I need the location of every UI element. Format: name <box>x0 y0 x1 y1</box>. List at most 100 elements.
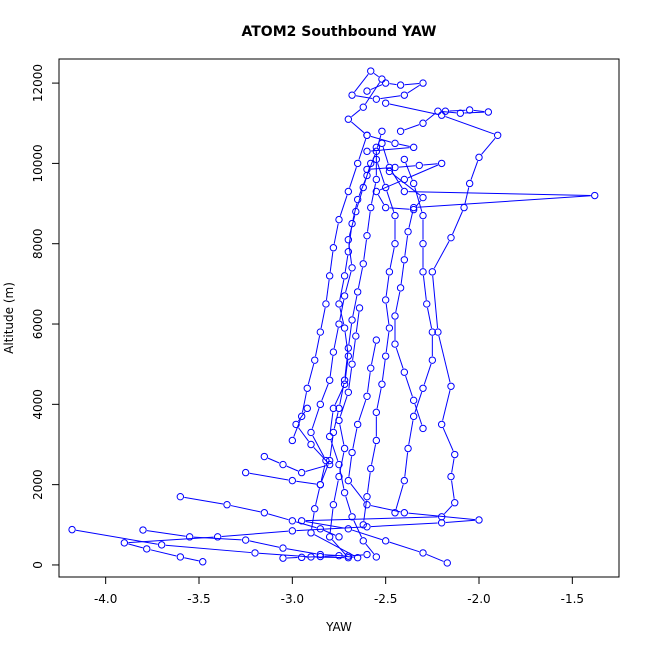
series-line <box>363 167 371 184</box>
series-line <box>339 452 345 473</box>
series-line <box>356 191 363 208</box>
data-point <box>353 420 362 429</box>
series-line <box>414 187 423 212</box>
data-point <box>340 488 349 497</box>
data-point <box>385 324 394 332</box>
data-point <box>381 537 390 545</box>
series-line <box>377 194 385 205</box>
series-line <box>320 307 326 329</box>
series-line <box>329 436 334 457</box>
data-point <box>465 179 474 188</box>
data-point <box>391 240 399 248</box>
series-line <box>307 363 315 385</box>
series-line <box>331 539 347 556</box>
series-line <box>405 375 413 397</box>
series-line <box>348 215 356 236</box>
data-point <box>340 444 349 453</box>
data-point <box>409 396 418 405</box>
data-point <box>372 336 381 344</box>
data-point <box>475 153 483 162</box>
data-point <box>363 87 371 95</box>
series-line <box>305 516 438 522</box>
data-point <box>68 525 76 534</box>
series-line <box>296 521 317 529</box>
series-line <box>363 239 367 260</box>
data-point <box>419 240 427 248</box>
data-point <box>372 436 381 445</box>
series-line <box>358 138 367 160</box>
data-point <box>344 476 353 485</box>
series-line <box>357 267 363 289</box>
series-line <box>423 363 432 385</box>
series-line <box>373 72 379 78</box>
data-point <box>344 235 353 244</box>
series-line <box>351 121 365 134</box>
series-line <box>464 187 470 204</box>
series-line <box>184 496 224 505</box>
data-point <box>288 517 297 525</box>
x-axis-label: YAW <box>325 620 352 634</box>
data-point <box>391 139 399 148</box>
series-line <box>329 251 334 272</box>
data-point <box>359 183 367 192</box>
data-point <box>322 456 330 465</box>
data-point <box>348 360 356 368</box>
data-point <box>447 233 455 242</box>
series-line <box>449 109 466 112</box>
series-line <box>305 520 345 529</box>
data-point <box>378 380 386 388</box>
series-line <box>352 339 356 361</box>
data-point <box>396 284 405 292</box>
series-line <box>408 420 414 445</box>
data-point <box>344 388 353 396</box>
data-point <box>223 501 231 509</box>
series-line <box>381 360 386 381</box>
data-point <box>475 516 483 524</box>
data-point <box>344 352 353 360</box>
series-line <box>367 472 371 493</box>
data-point <box>316 328 325 336</box>
data-point <box>434 107 442 115</box>
data-point <box>363 550 371 559</box>
data-point <box>353 288 362 296</box>
data-point <box>325 376 334 384</box>
data-point <box>303 404 311 413</box>
data-point <box>307 428 315 437</box>
data-point <box>451 499 459 507</box>
series-line <box>333 412 339 429</box>
data-point <box>409 412 418 421</box>
data-point <box>372 408 381 417</box>
series-line <box>339 279 345 301</box>
y-tick-label: 4000 <box>31 389 45 420</box>
data-point <box>329 404 338 413</box>
data-point <box>329 244 338 252</box>
data-point <box>363 231 371 240</box>
data-point <box>311 356 319 364</box>
data-point <box>378 139 386 148</box>
series-line <box>389 541 420 553</box>
y-tick-label: 12000 <box>31 64 45 102</box>
series-line <box>392 173 421 196</box>
data-point <box>378 75 386 83</box>
data-point <box>335 320 343 328</box>
data-point <box>325 432 334 441</box>
data-point <box>381 296 390 304</box>
series-line <box>339 299 345 321</box>
x-tick-label: -3.5 <box>187 592 210 606</box>
data-point <box>363 523 371 531</box>
series-line <box>407 84 420 94</box>
series-line <box>349 167 357 188</box>
series-line <box>353 520 363 538</box>
data-point <box>372 143 381 152</box>
series-line <box>258 552 308 558</box>
series-line <box>379 180 401 191</box>
data-point <box>288 476 297 485</box>
series-line <box>334 387 344 405</box>
series-line <box>386 191 395 212</box>
series-line <box>363 500 367 521</box>
series-line <box>395 484 404 510</box>
data-point <box>419 119 427 127</box>
data-point <box>359 260 367 268</box>
data-point <box>381 99 390 107</box>
data-point <box>359 521 367 529</box>
